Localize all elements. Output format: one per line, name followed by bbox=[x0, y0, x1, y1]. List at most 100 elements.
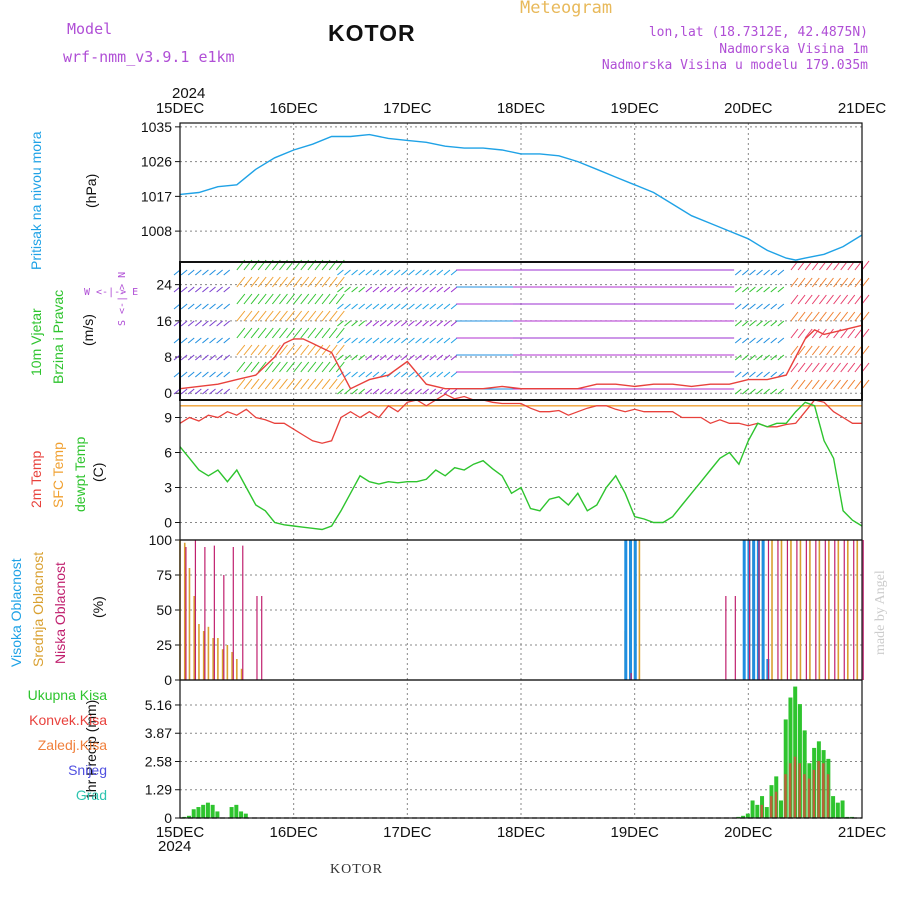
wind-barb bbox=[209, 320, 216, 327]
wind-barb bbox=[749, 388, 756, 395]
wind-barb bbox=[443, 354, 451, 361]
wind-barb bbox=[300, 276, 310, 288]
wind-barb bbox=[436, 320, 444, 327]
wind-barb bbox=[293, 378, 303, 390]
wind-barb bbox=[351, 286, 358, 293]
wind-barb bbox=[840, 379, 849, 390]
wind-barb bbox=[401, 337, 408, 344]
wind-barb bbox=[749, 337, 756, 344]
model-label: Model bbox=[67, 20, 113, 38]
x-tick-label-top: 20DEC bbox=[724, 100, 773, 117]
wind-barb bbox=[749, 320, 756, 327]
wind-barb bbox=[337, 337, 344, 344]
wind-barb bbox=[271, 361, 281, 373]
wind-barb bbox=[365, 269, 373, 276]
precip-bar bbox=[784, 774, 787, 818]
wind-barb bbox=[202, 354, 209, 361]
wind-barb bbox=[379, 337, 387, 344]
wind-barb bbox=[804, 379, 813, 390]
precip-bar bbox=[745, 813, 750, 818]
precip-bar bbox=[817, 761, 820, 818]
wind-barb bbox=[734, 286, 742, 293]
wind-barb bbox=[734, 269, 742, 276]
x-tick-label-bottom: 17DEC bbox=[383, 824, 432, 841]
wind-barb bbox=[401, 388, 408, 395]
wind-barb bbox=[833, 362, 841, 373]
wind-barb bbox=[187, 269, 195, 276]
wind-barb bbox=[344, 320, 351, 327]
wind-barb bbox=[770, 337, 778, 344]
wind-barb bbox=[811, 277, 820, 288]
wind-barb bbox=[187, 303, 195, 310]
wind-barb bbox=[194, 388, 202, 395]
wind-barb bbox=[209, 286, 216, 293]
wind-barb bbox=[422, 388, 429, 395]
wind-barb bbox=[818, 277, 827, 288]
wind-barb bbox=[408, 320, 415, 327]
wind-barb bbox=[293, 361, 303, 373]
precip-bar bbox=[741, 815, 746, 818]
wind-barb bbox=[328, 293, 338, 305]
wind-barb bbox=[314, 327, 324, 339]
wind-barb bbox=[335, 361, 345, 373]
wind-barb bbox=[300, 327, 310, 339]
wind-barb bbox=[415, 269, 422, 276]
wind-barb bbox=[804, 294, 813, 305]
temp-2m-line bbox=[179, 393, 862, 444]
wind-barb bbox=[351, 354, 358, 361]
wind-barb bbox=[209, 354, 216, 361]
wind-barb bbox=[379, 286, 387, 293]
wind-barb bbox=[257, 327, 267, 339]
wind-barb bbox=[202, 320, 209, 327]
wind-barb bbox=[436, 354, 444, 361]
wind-barb bbox=[763, 320, 770, 327]
wind-barb bbox=[187, 320, 195, 327]
wind-barb bbox=[286, 327, 295, 339]
wind-barb bbox=[293, 327, 303, 339]
wind-barb bbox=[314, 361, 324, 373]
wind-barb bbox=[365, 303, 373, 310]
wind-barb bbox=[386, 337, 394, 344]
wind-barb bbox=[777, 320, 785, 327]
precip-tick-label: 2.58 bbox=[145, 753, 172, 769]
wind-barb bbox=[358, 320, 366, 327]
precip-bar bbox=[788, 697, 793, 818]
x-tick-label-top: 17DEC bbox=[383, 100, 432, 117]
pressure-tick-label: 1017 bbox=[141, 188, 172, 204]
wind-barb bbox=[358, 388, 366, 395]
wind-barb bbox=[818, 311, 827, 322]
wind-barb bbox=[300, 378, 310, 390]
wind-barb bbox=[847, 328, 856, 339]
wind-barb bbox=[264, 276, 274, 288]
wind-barb bbox=[847, 277, 856, 288]
wind-barb bbox=[307, 344, 317, 356]
wind-barb bbox=[408, 303, 415, 310]
wind-barb bbox=[314, 293, 324, 305]
wind-barb bbox=[734, 354, 742, 361]
wind-barb bbox=[790, 345, 799, 356]
wind-barb bbox=[804, 277, 813, 288]
wind-barb bbox=[372, 337, 380, 344]
wind-barb bbox=[429, 388, 437, 395]
wind-barb bbox=[742, 337, 749, 344]
year-top: 2024 bbox=[172, 85, 206, 102]
precip-bar bbox=[201, 804, 206, 818]
wind-barb bbox=[328, 344, 338, 356]
wind-barb bbox=[194, 371, 202, 378]
wind-barb bbox=[293, 310, 303, 322]
wind-barb bbox=[180, 354, 188, 361]
wind-barb bbox=[854, 311, 863, 322]
wind-barb bbox=[742, 320, 749, 327]
wind-barb bbox=[321, 361, 331, 373]
wind-barb bbox=[223, 303, 231, 310]
dewpt-line bbox=[179, 401, 863, 531]
wind-barb bbox=[202, 303, 209, 310]
wind-barb bbox=[408, 269, 415, 276]
wind-barb bbox=[236, 276, 246, 288]
wind-barb bbox=[344, 303, 351, 310]
precip-bar bbox=[755, 804, 760, 818]
precip-bar bbox=[793, 756, 797, 818]
wind-barb bbox=[351, 371, 358, 378]
wind-barb bbox=[351, 388, 358, 395]
wind-barb bbox=[365, 371, 373, 378]
